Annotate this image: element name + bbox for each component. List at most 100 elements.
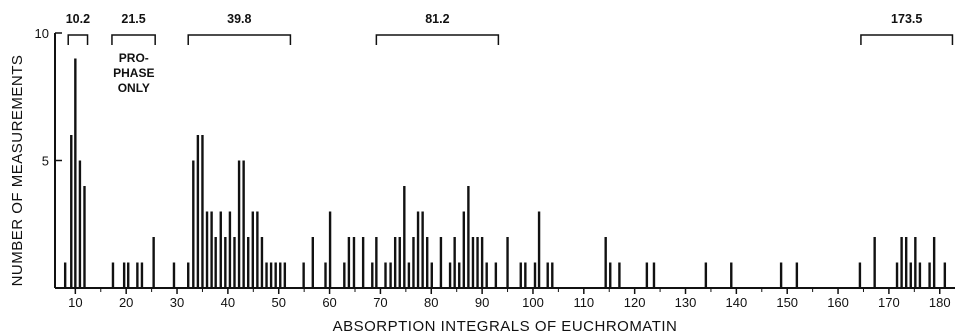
y-tick-label: 5 — [42, 154, 49, 169]
interval-brackets: 10.2 21.5 39.8 81.2 173.5 — [66, 12, 954, 45]
x-tick-label: 60 — [322, 295, 336, 310]
bracket-label: 173.5 — [891, 12, 922, 26]
bar — [233, 237, 236, 288]
bar — [347, 237, 351, 288]
interval-bracket — [860, 34, 954, 45]
bar — [393, 237, 397, 288]
x-tick-label: 70 — [373, 295, 387, 310]
bar — [122, 262, 126, 288]
bar — [192, 160, 195, 288]
bar — [904, 237, 908, 288]
bar — [430, 262, 433, 288]
x-tick-label: 20 — [119, 295, 133, 310]
bar — [407, 262, 411, 288]
bar — [83, 186, 86, 288]
bar — [279, 262, 282, 288]
x-tick-label: 10 — [68, 295, 82, 310]
bar — [471, 237, 475, 288]
bar — [928, 262, 931, 288]
x-tick-label: 100 — [522, 295, 544, 310]
bar — [187, 262, 190, 288]
bar — [274, 262, 277, 288]
bar — [228, 211, 232, 288]
interval-bracket — [111, 34, 156, 45]
bar — [506, 237, 509, 288]
bar — [439, 237, 443, 288]
y-tick-label: 10 — [35, 26, 49, 41]
x-tick-label: 170 — [878, 295, 900, 310]
bar — [127, 262, 130, 288]
bar — [283, 262, 287, 288]
bar — [324, 262, 327, 288]
bar — [152, 237, 155, 288]
x-axis-title: ABSORPTION INTEGRALS OF EUCHROMATIN — [333, 318, 678, 335]
bar — [412, 237, 415, 288]
x-tick-label: 110 — [573, 295, 594, 310]
x-tick-label: 180 — [929, 295, 951, 310]
bar — [604, 237, 607, 288]
bar — [260, 237, 264, 288]
bar — [730, 262, 733, 288]
bar — [485, 262, 488, 288]
bar — [943, 262, 947, 288]
bar — [918, 262, 922, 288]
bar — [519, 262, 522, 288]
interval-bracket — [375, 34, 500, 45]
bar — [858, 262, 862, 288]
bar — [74, 58, 77, 288]
bars-layer — [63, 58, 947, 288]
bar — [551, 262, 554, 288]
bar — [247, 237, 250, 288]
bar — [140, 262, 144, 288]
annotation-line: ONLY — [118, 81, 150, 95]
bar — [269, 262, 273, 288]
bar — [389, 262, 392, 288]
annotation-line: PRO- — [119, 51, 149, 65]
x-tick-label: 40 — [221, 295, 235, 310]
bar — [795, 262, 799, 288]
bracket-label: 10.2 — [66, 12, 90, 26]
x-tick-label: 120 — [624, 295, 646, 310]
bar — [352, 237, 356, 288]
bar — [224, 237, 227, 288]
bar — [384, 262, 387, 288]
interval-bracket — [67, 34, 89, 45]
bar — [361, 237, 365, 288]
bar — [462, 211, 466, 288]
bar — [421, 211, 424, 288]
bar — [609, 262, 612, 288]
x-tick-label: 160 — [827, 295, 849, 310]
interval-bracket — [187, 34, 292, 45]
bar — [214, 237, 217, 288]
x-tick-label: 150 — [776, 295, 798, 310]
bar — [237, 160, 241, 288]
bar — [265, 262, 268, 288]
bar — [426, 237, 429, 288]
bar — [895, 262, 899, 288]
bar — [900, 237, 903, 288]
bar — [476, 237, 479, 288]
bar — [136, 262, 139, 288]
bar — [494, 262, 498, 288]
bar — [416, 211, 420, 288]
bar — [546, 262, 549, 288]
bracket-label: 81.2 — [425, 12, 449, 26]
bar — [618, 262, 621, 288]
bar — [533, 262, 537, 288]
bar — [111, 262, 115, 288]
bar — [480, 237, 484, 288]
bar — [704, 262, 708, 288]
x-tick-label: 30 — [170, 295, 184, 310]
x-tick-label: 50 — [271, 295, 285, 310]
bar — [196, 135, 200, 288]
bar — [398, 237, 401, 288]
bar — [458, 262, 461, 288]
x-tick-label: 90 — [475, 295, 489, 310]
bar — [645, 262, 649, 288]
bar — [448, 262, 452, 288]
bracket-label: 21.5 — [121, 12, 145, 26]
bar — [210, 211, 213, 288]
bar — [371, 262, 374, 288]
bar — [403, 186, 406, 288]
